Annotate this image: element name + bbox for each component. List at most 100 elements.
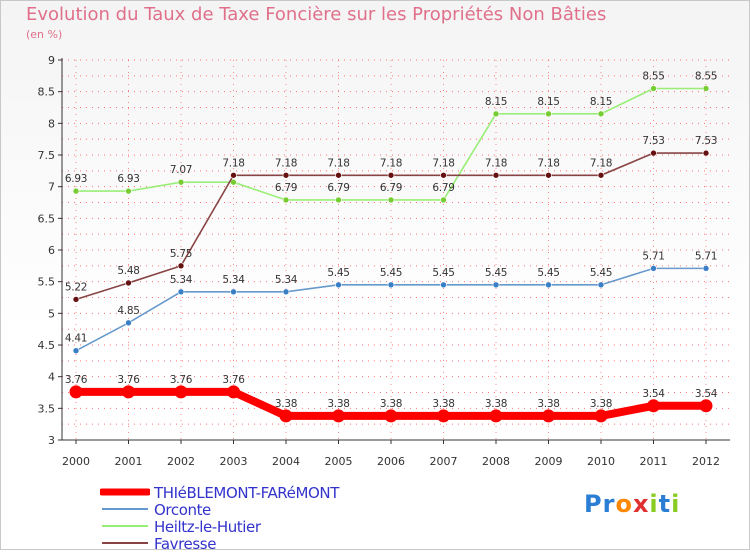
legend-label: Heiltz-le-Hutier: [154, 518, 261, 536]
chart-unit-label: (en %): [26, 28, 63, 41]
data-point: [332, 409, 345, 423]
data-label: 6.79: [275, 182, 297, 194]
data-label: 6.93: [117, 173, 139, 185]
data-point: [489, 409, 503, 423]
data-label: 3.38: [380, 398, 402, 410]
y-tick-label: 8: [48, 117, 55, 130]
legend-swatch: [102, 508, 148, 510]
data-point: [594, 409, 608, 423]
data-point: [545, 110, 552, 118]
data-point: [440, 171, 447, 179]
data-label: 5.71: [642, 250, 664, 262]
x-tick-label: 2002: [167, 455, 195, 468]
data-point: [282, 288, 290, 296]
data-point: [230, 288, 237, 296]
data-label: 7.07: [170, 164, 192, 176]
data-point: [702, 85, 710, 92]
data-point: [282, 196, 290, 204]
data-point: [702, 265, 710, 272]
data-label: 3.54: [695, 388, 718, 400]
x-tick-label: 2007: [430, 455, 458, 468]
data-label: 3.38: [275, 398, 297, 410]
data-point: [177, 178, 185, 186]
data-point: [72, 187, 80, 195]
legend-swatch: [102, 542, 148, 544]
data-label: 5.34: [170, 274, 193, 286]
data-point: [230, 178, 237, 186]
data-point: [69, 385, 83, 399]
data-label: 3.38: [485, 398, 507, 410]
legend-label: Favresse: [154, 535, 217, 553]
x-tick-label: 2008: [482, 455, 510, 468]
x-tick-label: 2010: [587, 455, 615, 468]
y-tick-label: 5.5: [38, 276, 56, 289]
data-label: 3.38: [432, 398, 454, 410]
data-label: 3.54: [642, 388, 665, 400]
x-tick-label: 2012: [692, 455, 720, 468]
data-point: [335, 171, 342, 179]
data-label: 5.71: [695, 250, 717, 262]
y-tick-label: 6: [48, 244, 55, 257]
data-label: 6.79: [380, 182, 402, 194]
data-label: 6.79: [432, 182, 454, 194]
data-point: [650, 85, 657, 92]
y-tick-label: 7.5: [38, 149, 56, 162]
data-label: 5.45: [537, 267, 559, 279]
y-tick-label: 8.5: [38, 86, 56, 99]
data-label: 5.45: [485, 267, 507, 279]
legend-label: THIéBLEMONT-FARéMONT: [154, 484, 340, 502]
data-label: 5.45: [380, 267, 402, 279]
data-label: 7.18: [327, 157, 349, 169]
data-point: [177, 262, 185, 270]
data-point: [282, 171, 290, 179]
y-tick-label: 9: [48, 54, 55, 67]
data-label: 5.48: [117, 265, 139, 277]
data-label: 7.18: [432, 157, 454, 169]
data-point: [647, 399, 660, 413]
data-label: 7.53: [642, 135, 664, 147]
data-point: [384, 409, 398, 423]
x-tick-label: 2001: [115, 455, 143, 468]
data-point: [72, 296, 80, 303]
data-label: 3.76: [222, 374, 245, 386]
data-label: 6.79: [327, 182, 349, 194]
data-point: [335, 196, 342, 204]
data-point: [492, 171, 500, 179]
data-label: 8.15: [590, 96, 612, 108]
data-label: 7.18: [537, 157, 559, 169]
legend-swatch: [100, 488, 150, 496]
data-point: [440, 281, 447, 289]
data-label: 4.41: [65, 333, 87, 345]
data-label: 5.75: [170, 248, 192, 260]
data-label: 3.76: [170, 374, 193, 386]
data-point: [335, 281, 342, 289]
data-label: 7.53: [695, 135, 717, 147]
x-tick-label: 2011: [640, 455, 668, 468]
data-point: [650, 265, 657, 272]
data-label: 3.38: [590, 398, 612, 410]
data-label: 6.93: [65, 173, 87, 185]
data-point: [177, 288, 185, 296]
proxiti-logo: Proxiti: [584, 490, 681, 518]
data-point: [122, 385, 135, 399]
data-point: [437, 409, 450, 423]
data-label: 7.18: [590, 157, 612, 169]
data-point: [125, 279, 132, 287]
data-point: [597, 110, 605, 118]
data-label: 7.18: [380, 157, 402, 169]
data-label: 3.38: [327, 398, 349, 410]
data-point: [542, 409, 555, 423]
y-tick-label: 3.5: [38, 402, 56, 415]
data-label: 8.15: [537, 96, 559, 108]
x-tick-label: 2009: [535, 455, 563, 468]
y-tick-label: 4: [48, 371, 55, 384]
y-tick-label: 5: [48, 307, 55, 320]
data-point: [699, 399, 713, 413]
data-point: [650, 149, 657, 157]
data-label: 5.45: [432, 267, 454, 279]
data-label: 5.45: [327, 267, 349, 279]
data-point: [125, 319, 132, 327]
data-point: [227, 385, 240, 399]
data-label: 7.18: [275, 157, 297, 169]
